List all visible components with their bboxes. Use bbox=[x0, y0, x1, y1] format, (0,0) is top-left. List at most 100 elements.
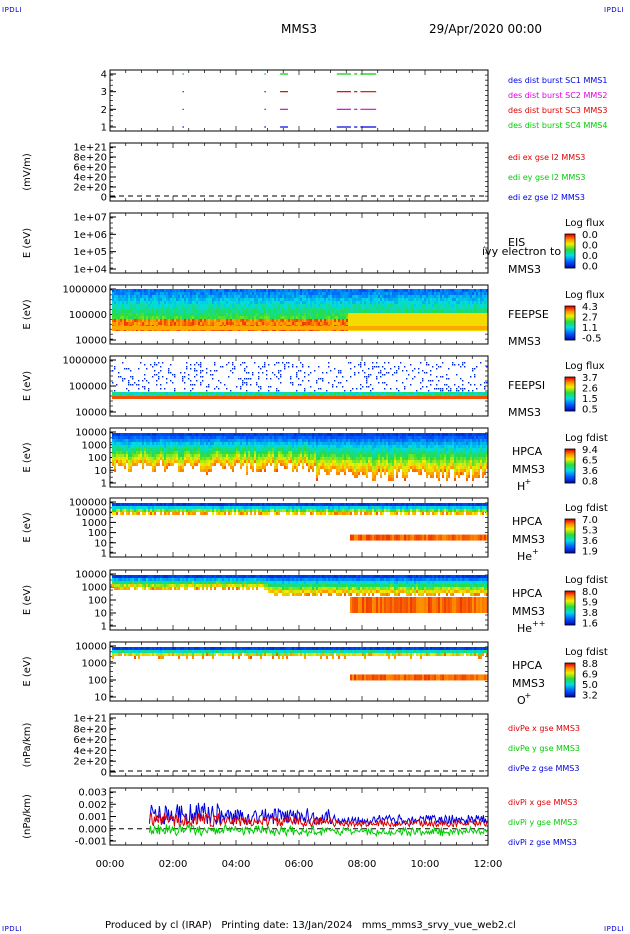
spectrogram-cell bbox=[162, 316, 164, 319]
spectrogram-cell bbox=[308, 394, 310, 396]
spectrogram-cell bbox=[466, 301, 468, 304]
spectrogram-cell bbox=[196, 362, 198, 364]
spectrogram-cell bbox=[272, 392, 274, 394]
spectrogram-cell bbox=[336, 289, 338, 292]
spectrogram-cell bbox=[446, 396, 448, 399]
spectrogram-cell bbox=[178, 454, 180, 457]
spectrogram-cell bbox=[240, 392, 242, 394]
spectrogram-cell bbox=[264, 319, 266, 322]
spectrogram-cell bbox=[126, 298, 128, 301]
spectrogram-cell bbox=[438, 319, 440, 322]
spectrogram-cell bbox=[372, 292, 374, 295]
spectrogram-cell bbox=[374, 326, 376, 330]
spectrogram-cell bbox=[150, 298, 152, 301]
spectrogram-cell bbox=[122, 380, 124, 382]
spectrogram-cell bbox=[112, 370, 114, 372]
spectrogram-cell bbox=[358, 307, 360, 310]
spectrogram-cell bbox=[174, 292, 176, 295]
spectrogram-cell bbox=[406, 316, 408, 319]
spectrogram-cell bbox=[132, 301, 134, 304]
spectrogram-cell bbox=[168, 439, 170, 442]
spectrogram-cell bbox=[226, 392, 228, 394]
spectrogram-cell bbox=[420, 310, 422, 313]
spectrogram-cell bbox=[156, 442, 158, 445]
colorbar-cell bbox=[565, 249, 575, 251]
spectrogram-cell bbox=[202, 304, 204, 307]
spectrogram-cell bbox=[320, 326, 322, 330]
spectrogram-cell bbox=[428, 326, 430, 330]
spectrogram-cell bbox=[352, 301, 354, 304]
colorbar-cell bbox=[565, 333, 575, 335]
spectrogram-cell bbox=[318, 394, 320, 396]
legend-entry: des dist burst SC3 MMS3 bbox=[508, 106, 607, 115]
spectrogram-cell bbox=[258, 298, 260, 301]
spectrogram-cell bbox=[320, 392, 322, 394]
spectrogram-cell bbox=[254, 307, 256, 310]
spectrogram-cell bbox=[306, 301, 308, 304]
spectrogram-cell bbox=[176, 451, 178, 454]
spectrogram-cell bbox=[164, 439, 166, 442]
spectrogram-cell bbox=[312, 301, 314, 304]
spectrogram-cell bbox=[164, 392, 166, 394]
spectrogram-cell bbox=[132, 310, 134, 313]
spectrogram-cell bbox=[318, 304, 320, 307]
spectrogram-cell bbox=[274, 322, 276, 325]
spectrogram-cell bbox=[146, 396, 148, 399]
spectrogram-cell bbox=[242, 396, 244, 399]
spectrogram-cell bbox=[324, 301, 326, 304]
spectrogram-cell bbox=[130, 370, 132, 372]
spectrogram-cell bbox=[480, 298, 482, 301]
spectrogram-cell bbox=[320, 310, 322, 313]
spectrogram-cell bbox=[338, 307, 340, 310]
spectrogram-cell bbox=[374, 396, 376, 399]
spectrogram-cell bbox=[420, 394, 422, 396]
spectrogram-cell bbox=[468, 319, 470, 322]
y-tick-label: 1000000 bbox=[62, 356, 107, 367]
spectrogram-cell bbox=[484, 313, 486, 316]
spectrogram-cell bbox=[334, 292, 336, 295]
spectrogram-cell bbox=[462, 295, 464, 298]
spectrogram-cell bbox=[220, 322, 222, 325]
spectrogram-cell bbox=[400, 392, 402, 394]
spectrogram-cell bbox=[428, 392, 430, 394]
spectrogram-cell bbox=[156, 439, 158, 442]
spectrogram-cell bbox=[480, 394, 482, 396]
spectrogram-cell bbox=[328, 310, 330, 313]
spectrogram-cell bbox=[416, 307, 418, 310]
spectrogram-cell bbox=[352, 310, 354, 313]
spectrogram-cell bbox=[374, 310, 376, 313]
spectrogram-cell bbox=[414, 295, 416, 298]
spectrogram-cell bbox=[380, 319, 382, 322]
spectrogram-cell bbox=[124, 313, 126, 316]
spectrogram-cell bbox=[436, 376, 438, 378]
spectrogram-cell bbox=[236, 392, 238, 394]
spectrogram-cell bbox=[184, 439, 186, 442]
spectrogram-cell bbox=[138, 448, 140, 451]
spectrogram-cell bbox=[270, 319, 272, 322]
spectrogram-cell bbox=[354, 295, 356, 298]
spectrogram-cell bbox=[362, 295, 364, 298]
spectrogram-cell bbox=[458, 394, 460, 396]
spectrogram-cell bbox=[360, 322, 362, 325]
spectrogram-cell bbox=[366, 380, 368, 382]
spectrogram-cell bbox=[376, 376, 378, 378]
spectrogram-cell bbox=[310, 289, 312, 292]
spectrogram-cell bbox=[458, 364, 460, 366]
spectrogram-cell bbox=[248, 372, 250, 374]
spectrogram-cell bbox=[246, 378, 248, 380]
spectrogram-cell bbox=[180, 289, 182, 292]
spectrogram-cell bbox=[468, 396, 470, 399]
spectrogram-cell bbox=[156, 313, 158, 316]
colorbar-cell bbox=[565, 397, 575, 399]
spectrogram-cell bbox=[178, 436, 180, 439]
spectrogram-cell bbox=[336, 392, 338, 394]
spectrogram-cell bbox=[186, 436, 188, 439]
spectrogram-cell bbox=[436, 292, 438, 295]
colorbar-cell bbox=[565, 250, 575, 252]
spectrogram-cell bbox=[160, 319, 162, 322]
spectrogram-cell bbox=[144, 448, 146, 451]
spectrogram-cell bbox=[458, 390, 460, 392]
spectrogram-cell bbox=[302, 295, 304, 298]
spectrogram-cell bbox=[130, 396, 132, 399]
spectrogram-cell bbox=[204, 304, 206, 307]
